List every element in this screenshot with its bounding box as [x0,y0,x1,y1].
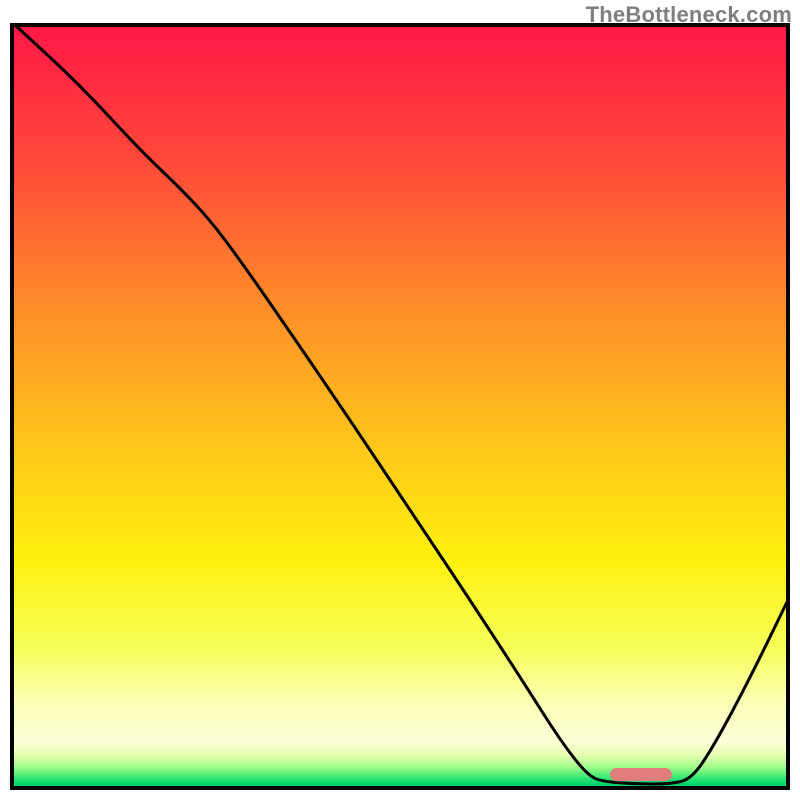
watermark-text: TheBottleneck.com [586,2,792,28]
gradient-background [14,27,786,786]
minimum-marker [610,768,672,781]
gradient-line-chart [0,0,800,800]
chart-container: TheBottleneck.com [0,0,800,800]
